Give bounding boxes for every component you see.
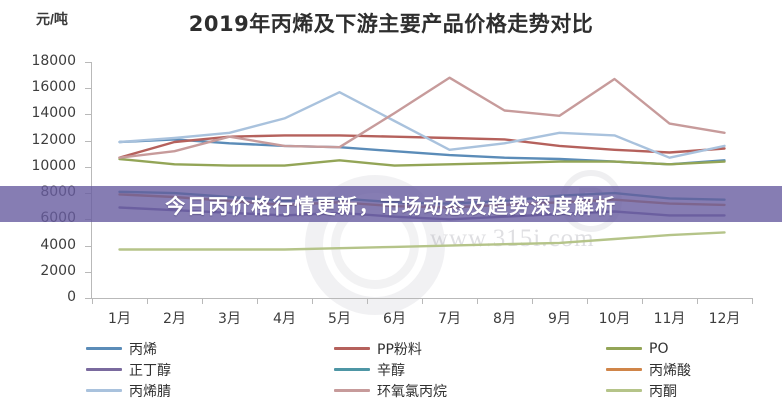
x-axis-tick-label: 9月 bbox=[548, 311, 571, 327]
legend-item-label: PO bbox=[649, 340, 669, 357]
x-axis-tick-label: 10月 bbox=[598, 311, 631, 327]
y-axis-tick-label: 10000 bbox=[31, 157, 76, 174]
legend-item-label: PP粉料 bbox=[377, 341, 422, 358]
legend-color-swatch bbox=[334, 368, 370, 371]
y-axis-tick-label: 12000 bbox=[31, 131, 76, 148]
y-axis-tick bbox=[85, 166, 91, 168]
y-axis-tick-label: 2000 bbox=[40, 262, 76, 279]
series-line bbox=[118, 157, 726, 167]
legend-item-label: 丙烯 bbox=[129, 341, 157, 358]
y-axis-unit-label: 元/吨 bbox=[36, 11, 68, 27]
legend-item-label: 丙酮 bbox=[649, 383, 677, 400]
x-axis-tick-label: 3月 bbox=[218, 311, 241, 327]
legend-color-swatch bbox=[86, 389, 122, 392]
x-axis-tick bbox=[642, 298, 643, 304]
x-axis-tick bbox=[312, 298, 313, 304]
x-axis-tick-label: 7月 bbox=[438, 311, 461, 327]
y-axis-tick bbox=[85, 88, 91, 90]
x-axis-tick-label: 5月 bbox=[328, 311, 351, 327]
legend-item: 正丁醇 bbox=[86, 361, 171, 379]
legend-item: 丙烯酸 bbox=[606, 361, 691, 379]
legend-color-swatch bbox=[86, 368, 122, 371]
legend-item: 丙酮 bbox=[606, 382, 677, 400]
legend-color-swatch bbox=[606, 389, 642, 392]
legend-item: PP粉料 bbox=[334, 340, 422, 358]
y-axis-tick-label: 16000 bbox=[31, 79, 76, 96]
legend-item-label: 辛醇 bbox=[377, 362, 405, 379]
overlay-banner-background bbox=[0, 186, 782, 222]
legend-item: 辛醇 bbox=[334, 361, 405, 379]
y-axis-tick-label: 14000 bbox=[31, 105, 76, 122]
x-axis-tick-label: 2月 bbox=[163, 311, 186, 327]
x-axis-tick-label: 1月 bbox=[108, 311, 131, 327]
y-axis-tick bbox=[85, 271, 91, 273]
y-axis-tick-label: 4000 bbox=[40, 236, 76, 253]
legend-color-swatch bbox=[606, 368, 642, 371]
legend-color-swatch bbox=[334, 389, 370, 392]
chart-legend: 丙烯 PP粉料 PO 正丁醇 辛醇 丙烯酸丙烯腈 环氧氯丙烷 丙酮 bbox=[86, 340, 782, 400]
x-axis-tick-label: 6月 bbox=[383, 311, 406, 327]
x-axis-tick-label: 8月 bbox=[493, 311, 516, 327]
x-axis-tick bbox=[477, 298, 478, 304]
series-line bbox=[118, 231, 726, 251]
x-axis-tick bbox=[532, 298, 533, 304]
y-axis-tick bbox=[85, 114, 91, 116]
x-axis-tick bbox=[752, 298, 753, 304]
x-axis-tick bbox=[257, 298, 258, 304]
y-axis-tick bbox=[85, 298, 91, 299]
y-axis-tick-label: 18000 bbox=[31, 53, 76, 69]
legend-item: PO bbox=[606, 340, 668, 357]
x-axis-tick bbox=[422, 298, 423, 304]
x-axis-line bbox=[91, 298, 752, 299]
x-axis-tick-label: 12月 bbox=[708, 311, 741, 327]
y-axis-tick bbox=[85, 245, 91, 247]
x-axis-tick bbox=[367, 298, 368, 304]
series-line bbox=[118, 76, 726, 159]
chart-title: 2019年丙烯及下游主要产品价格走势对比 bbox=[188, 12, 594, 36]
x-axis-tick bbox=[697, 298, 698, 304]
legend-item-label: 丙烯酸 bbox=[649, 362, 691, 379]
legend-color-swatch bbox=[334, 347, 370, 350]
x-axis-tick bbox=[147, 298, 148, 304]
x-axis-tick bbox=[92, 298, 93, 304]
overlay-banner-text: 今日丙价格行情更新，市场动态及趋势深度解析 bbox=[165, 193, 617, 218]
x-axis-tick-label: 4月 bbox=[273, 311, 296, 327]
legend-item-label: 环氧氯丙烷 bbox=[377, 383, 447, 400]
y-axis-tick bbox=[85, 140, 91, 142]
series-line bbox=[118, 90, 726, 159]
legend-item-label: 正丁醇 bbox=[129, 362, 171, 379]
legend-item-label: 丙烯腈 bbox=[129, 383, 171, 400]
legend-color-swatch bbox=[86, 347, 122, 350]
legend-item: 丙烯腈 bbox=[86, 382, 171, 400]
legend-color-swatch bbox=[606, 347, 642, 350]
x-axis-tick bbox=[202, 298, 203, 304]
legend-item: 环氧氯丙烷 bbox=[334, 382, 447, 400]
y-axis-tick-label: 0 bbox=[67, 289, 76, 305]
series-line bbox=[118, 134, 726, 159]
x-axis-tick bbox=[587, 298, 588, 304]
x-axis-tick-label: 11月 bbox=[653, 311, 686, 327]
y-axis-line bbox=[91, 62, 92, 299]
y-axis-tick bbox=[85, 62, 91, 63]
legend-item: 丙烯 bbox=[86, 340, 157, 358]
